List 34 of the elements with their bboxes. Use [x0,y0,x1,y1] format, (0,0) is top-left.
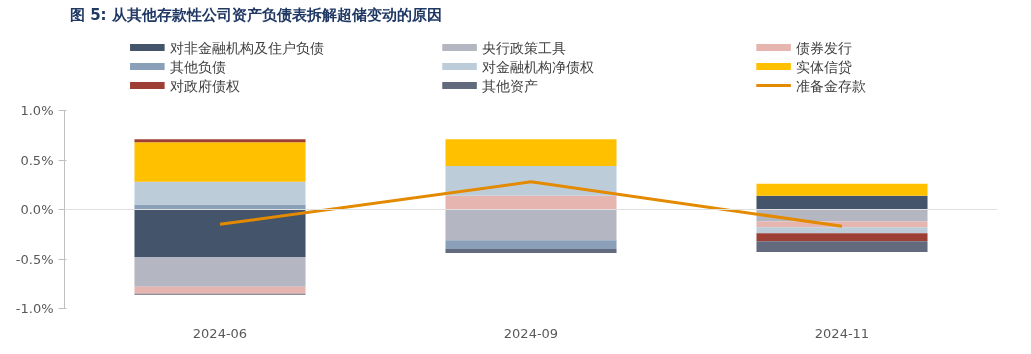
y-tick-label: -0.5% [15,251,54,267]
bar [134,286,306,294]
bar [134,181,306,205]
legend-label: 准备金存款 [796,77,867,94]
legend-label: 债券发行 [796,39,853,56]
bar [445,209,617,241]
legend-label: 对金融机构净债权 [482,58,595,75]
bar [445,249,617,254]
legend-label: 其他资产 [482,77,539,94]
bar [445,240,617,250]
y-tick-label: 0.5% [20,152,54,168]
bar [445,139,617,166]
bar [756,241,928,253]
legend-label: 其他负债 [170,58,227,75]
y-tick-label: -1.0% [15,301,54,316]
legend-label: 对政府债权 [170,77,241,94]
x-tick-label: 2024-09 [503,325,559,341]
x-tick-label: 2024-11 [814,325,870,341]
bar [445,195,617,210]
bar [134,139,306,143]
y-tick-label: 1.0% [20,103,54,118]
bar [134,257,306,287]
legend-label: 实体信贷 [796,58,853,75]
bar [756,195,928,210]
bar [756,227,928,234]
bar [756,233,928,242]
bar [134,209,306,258]
legend-label: 央行政策工具 [482,39,567,56]
bar [756,183,928,196]
y-tick-label: 0.0% [20,202,54,217]
bar [134,142,306,182]
x-tick-label: 2024-06 [192,325,248,341]
chart-title: 图 5: 从其他存款性公司资产负债表拆解超储变动的原因 [69,5,442,24]
legend-label: 对非金融机构及住户负债 [170,39,325,56]
